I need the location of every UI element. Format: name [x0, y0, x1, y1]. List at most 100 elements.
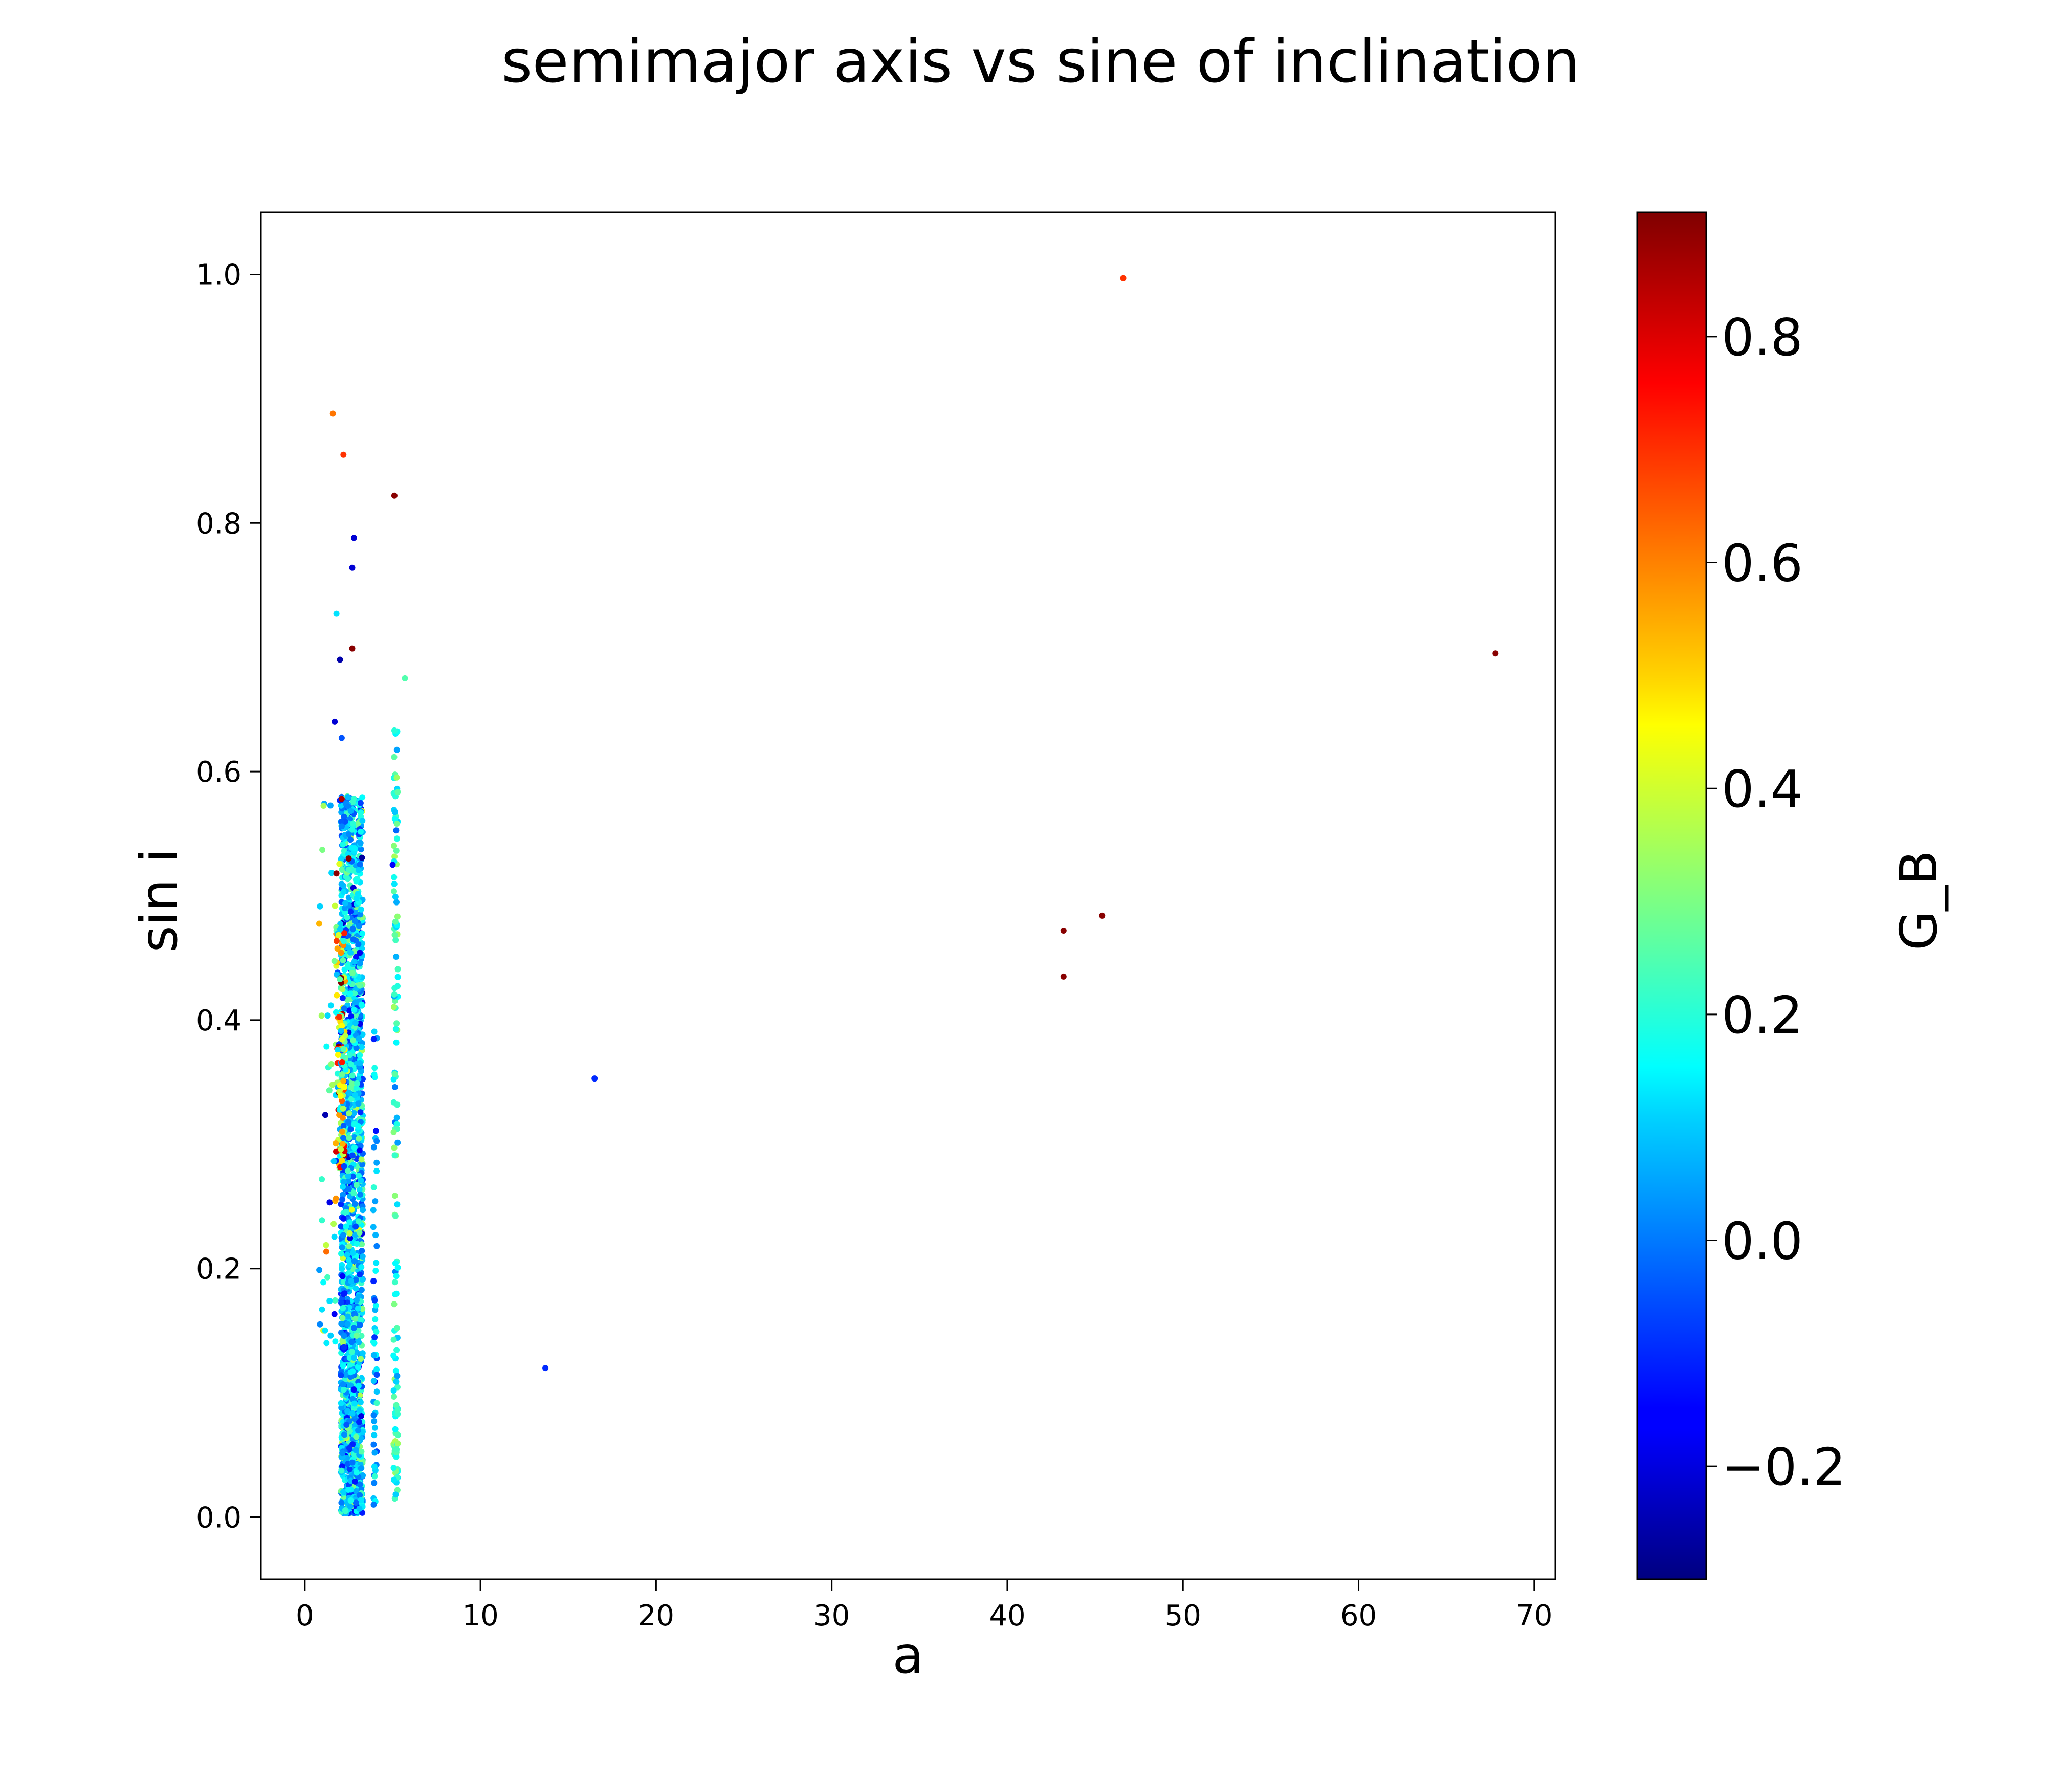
scatter-point — [333, 1140, 339, 1146]
scatter-point — [391, 991, 398, 998]
scatter-point — [319, 1217, 325, 1224]
scatter-point — [337, 926, 343, 933]
scatter-point — [333, 870, 340, 877]
scatter-point — [347, 1278, 354, 1284]
scatter-point — [344, 1461, 351, 1467]
scatter-point — [333, 1148, 339, 1155]
scatter-point — [347, 1061, 354, 1067]
scatter-point — [355, 1327, 362, 1334]
scatter-point — [358, 1264, 365, 1270]
scatter-point — [316, 920, 322, 927]
scatter-point — [317, 903, 323, 910]
scatter-point — [344, 997, 351, 1003]
scatter-point — [349, 1152, 356, 1159]
scatter-point — [393, 1325, 400, 1331]
scatter-point — [359, 1044, 365, 1050]
scatter-point — [358, 906, 364, 913]
scatter-point — [352, 999, 359, 1006]
scatter-point — [390, 1387, 397, 1394]
scatter-point — [358, 1413, 364, 1419]
scatter-point — [349, 1072, 356, 1079]
scatter-point — [373, 1260, 380, 1266]
scatter-point — [338, 1404, 345, 1411]
scatter-point — [355, 1305, 361, 1312]
scatter-point — [394, 1407, 401, 1414]
scatter-point — [349, 820, 356, 827]
scatter-point — [345, 1178, 352, 1185]
scatter-point — [346, 1230, 353, 1237]
scatter-point — [356, 1419, 362, 1425]
scatter-point — [347, 949, 354, 956]
scatter-point — [353, 878, 360, 885]
scatter-point — [357, 1481, 363, 1488]
scatter-point — [340, 1215, 347, 1222]
scatter-point — [393, 821, 400, 827]
x-tick-label: 60 — [1340, 1599, 1377, 1632]
scatter-point — [339, 823, 345, 830]
scatter-point — [391, 815, 398, 822]
scatter-point — [391, 1301, 398, 1308]
scatter-point — [371, 1028, 378, 1035]
scatter-point — [392, 937, 399, 943]
scatter-point — [340, 1105, 346, 1112]
scatter-point — [352, 1315, 359, 1322]
scatter-point — [355, 1100, 362, 1107]
x-tick-label: 30 — [813, 1599, 850, 1632]
scatter-point — [340, 1386, 347, 1393]
scatter-point — [349, 826, 356, 833]
scatter-point — [392, 1491, 399, 1498]
scatter-point — [328, 870, 335, 876]
scatter-point — [340, 1291, 347, 1297]
scatter-point — [373, 1372, 380, 1378]
scatter-point — [338, 1372, 344, 1379]
scatter-point — [322, 1112, 328, 1118]
scatter-point — [349, 1459, 356, 1466]
scatter-point — [372, 1128, 379, 1134]
scatter-point — [352, 1285, 359, 1292]
x-tick-label: 70 — [1516, 1599, 1552, 1632]
scatter-point — [339, 1450, 345, 1457]
scatter-point — [334, 972, 340, 978]
scatter-point — [357, 1407, 363, 1414]
scatter-point — [340, 1489, 346, 1495]
scatter-point — [341, 813, 347, 820]
scatter-point — [351, 1110, 357, 1116]
y-axis-label: sin i — [129, 849, 189, 953]
scatter-point — [393, 1378, 400, 1385]
scatter-point — [331, 1311, 338, 1317]
scatter-point — [393, 835, 400, 842]
scatter-point — [357, 960, 363, 967]
scatter-point — [347, 1374, 354, 1380]
scatter-point — [355, 1427, 361, 1433]
scatter-point — [343, 1209, 349, 1216]
scatter-point — [371, 1449, 378, 1456]
colorbar-tick-label: 0.4 — [1722, 759, 1803, 819]
scatter-point — [326, 1199, 333, 1206]
scatter-point — [360, 1076, 366, 1083]
scatter-point — [345, 876, 351, 882]
scatter-point — [340, 1053, 346, 1060]
scatter-point — [339, 1157, 345, 1164]
cluster-trojan — [390, 728, 401, 1502]
scatter-point — [341, 1005, 347, 1012]
scatter-point — [338, 1467, 345, 1474]
scatter-point — [1099, 912, 1106, 919]
scatter-point — [347, 1369, 354, 1376]
scatter-point — [371, 1297, 378, 1304]
cluster-hilda — [370, 1028, 380, 1508]
scatter-point — [356, 1135, 362, 1142]
scatter-point — [346, 1052, 353, 1058]
scatter-point — [344, 1167, 351, 1174]
scatter-point — [391, 1279, 398, 1286]
scatter-point — [358, 1156, 365, 1163]
scatter-point — [356, 1035, 362, 1042]
scatter-point — [392, 1026, 399, 1032]
scatter-point — [357, 861, 363, 868]
scatter-point — [320, 1279, 327, 1286]
scatter-point — [350, 1386, 357, 1393]
scatter-point — [355, 1123, 362, 1130]
scatter-point — [327, 1002, 334, 1009]
scatter-point — [345, 793, 351, 800]
scatter-point — [342, 1507, 348, 1513]
scatter-point — [343, 1422, 350, 1428]
